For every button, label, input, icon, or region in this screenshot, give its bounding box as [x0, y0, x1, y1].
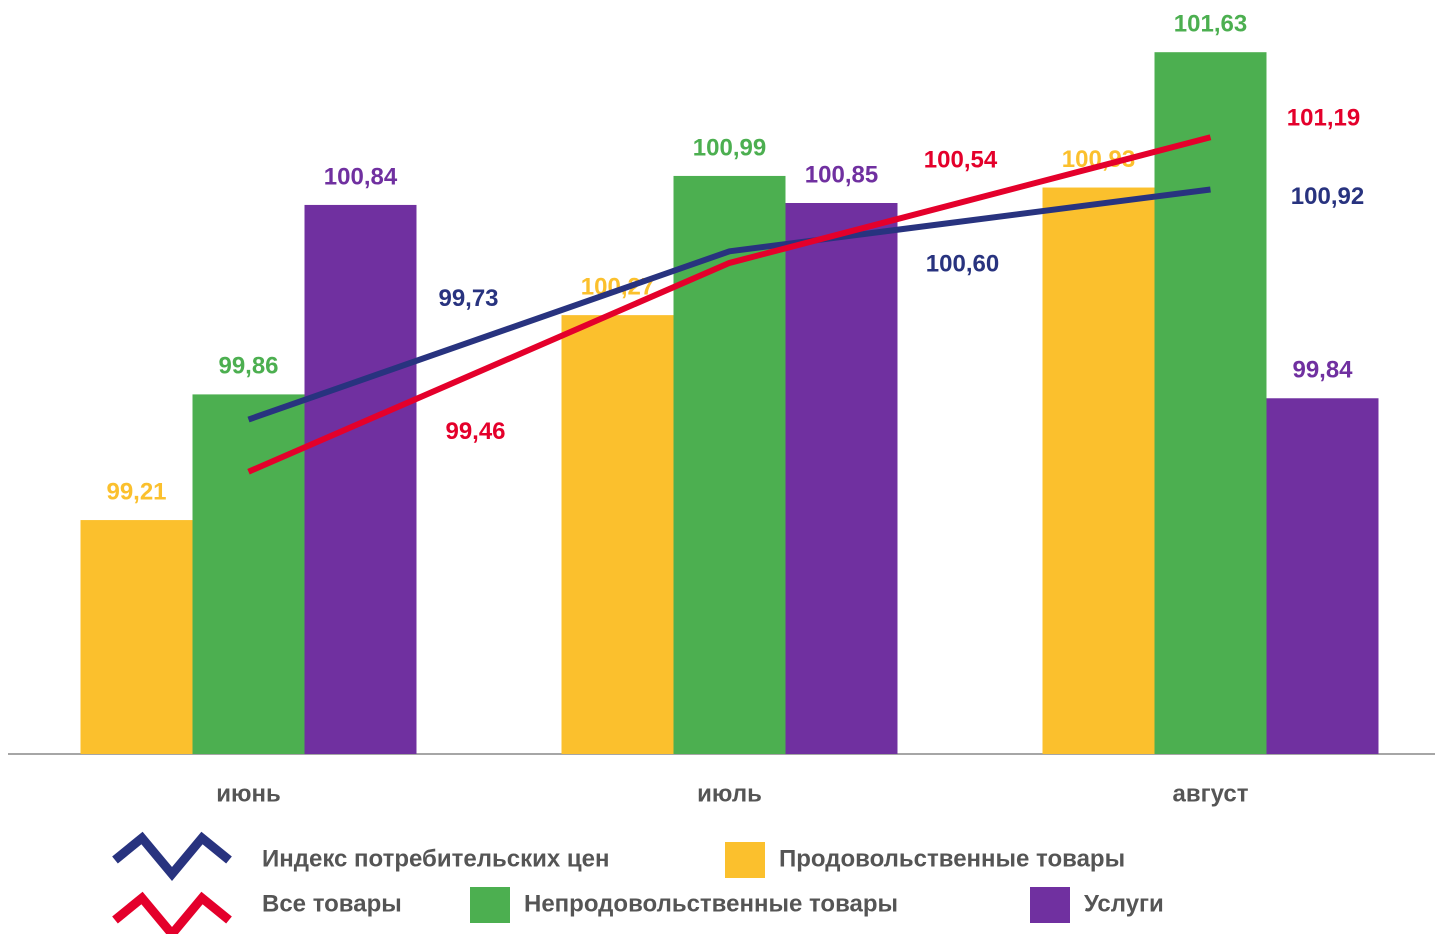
- x-tick-label: июнь: [216, 780, 281, 807]
- legend-label: Услуги: [1084, 890, 1164, 917]
- x-tick-label: август: [1173, 780, 1249, 807]
- data-label: 99,46: [445, 418, 505, 445]
- legend-label: Индекс потребительских цен: [262, 845, 609, 872]
- data-label: 100,99: [693, 134, 766, 161]
- line: [247, 186, 1211, 423]
- bar: [192, 394, 305, 754]
- data-label: 100,60: [926, 251, 999, 278]
- bar: [80, 520, 193, 754]
- legend-label: Все товары: [262, 890, 402, 917]
- data-label: 101,63: [1174, 11, 1247, 38]
- bar: [785, 203, 898, 754]
- legend-icon: [112, 891, 232, 934]
- bar: [673, 175, 786, 754]
- bar: [1042, 187, 1155, 755]
- data-label: 99,21: [106, 478, 166, 505]
- data-label: 99,86: [218, 353, 278, 380]
- line: [247, 134, 1212, 475]
- bar: [561, 315, 674, 754]
- bar: [1266, 398, 1379, 754]
- data-label: 99,84: [1292, 357, 1353, 384]
- legend-label: Продовольственные товары: [779, 845, 1125, 872]
- data-label: 100,85: [805, 161, 878, 188]
- data-label: 100,84: [324, 163, 398, 190]
- data-label: 100,92: [1291, 183, 1364, 210]
- bar: [1154, 52, 1267, 754]
- bar: [304, 204, 417, 754]
- x-tick-label: июль: [697, 780, 762, 807]
- data-label: 100,54: [924, 146, 998, 173]
- legend-swatch: [725, 842, 765, 878]
- legend-label: Непродовольственные товары: [524, 890, 898, 917]
- legend-swatch: [470, 887, 510, 923]
- legend-swatch: [1030, 887, 1070, 923]
- legend-icon: [112, 831, 232, 882]
- data-label: 99,73: [438, 285, 498, 312]
- data-label: 101,19: [1287, 105, 1360, 132]
